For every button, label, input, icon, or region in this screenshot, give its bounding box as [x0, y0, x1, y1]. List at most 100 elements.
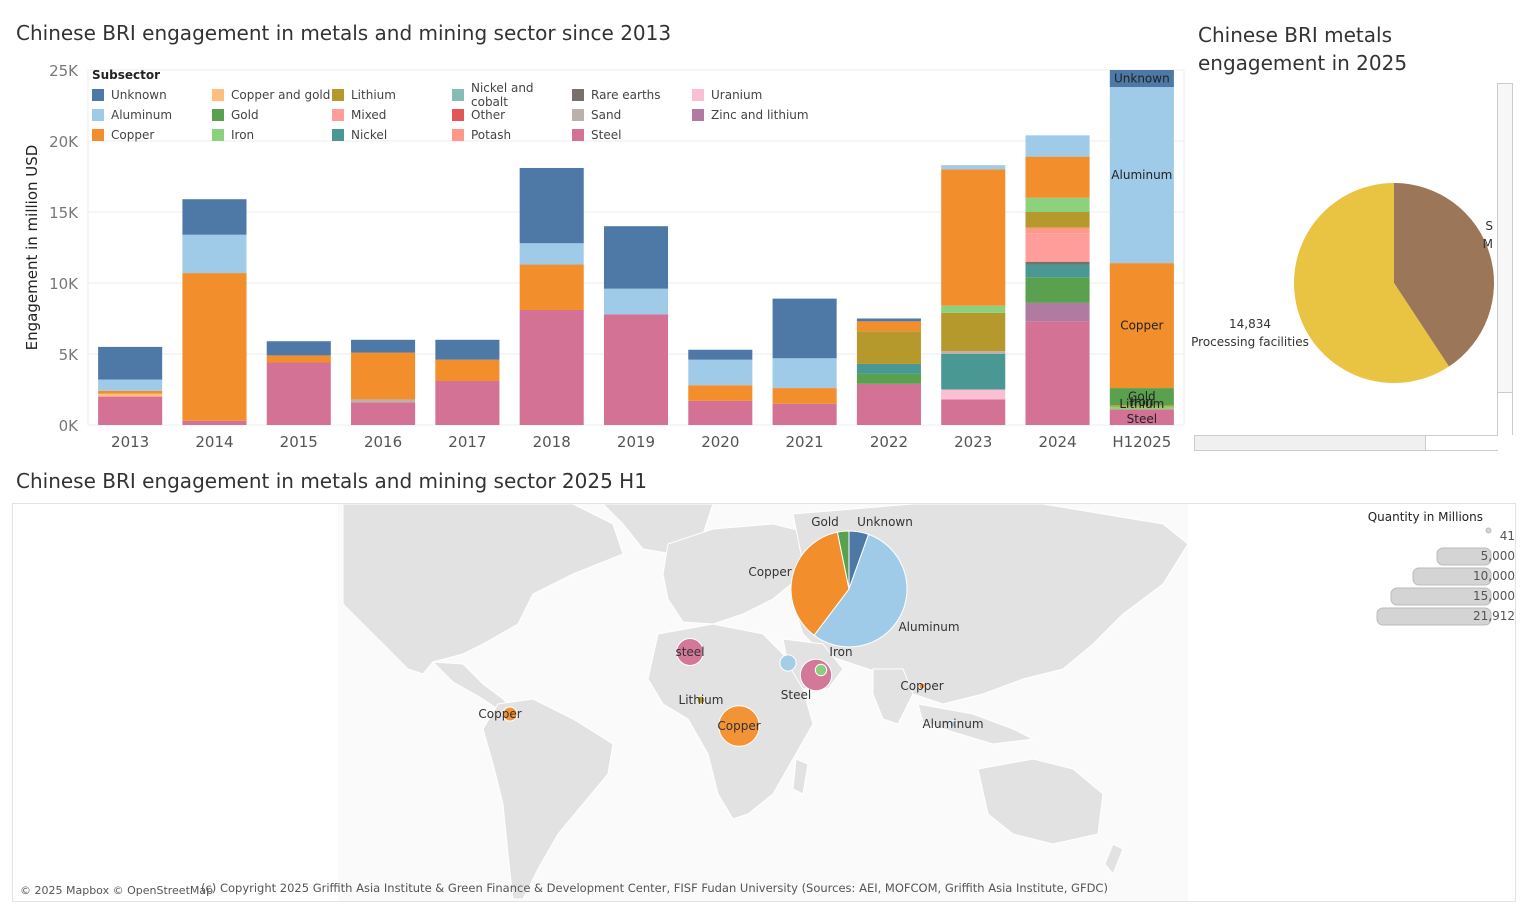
- map-pie-slice[interactable]: [790, 531, 850, 637]
- bar-segment[interactable]: [435, 380, 500, 425]
- bar-segment[interactable]: [351, 399, 416, 403]
- bar-segment[interactable]: [1109, 409, 1174, 425]
- legend-item[interactable]: Zinc and lithium: [692, 106, 812, 124]
- pie-vertical-scrollbar-thumb[interactable]: [1498, 392, 1512, 435]
- bar-segment[interactable]: [603, 226, 669, 289]
- legend-item[interactable]: Unknown: [92, 86, 212, 104]
- bar-segment[interactable]: [351, 339, 416, 353]
- legend-item[interactable]: Sand: [572, 106, 692, 124]
- legend-item[interactable]: Lithium: [332, 86, 452, 104]
- bar-segment[interactable]: [1109, 405, 1174, 407]
- bar-segment[interactable]: [351, 352, 416, 400]
- bar-segment[interactable]: [98, 346, 163, 380]
- bar-segment[interactable]: [772, 388, 837, 404]
- legend-item[interactable]: Mixed: [332, 106, 452, 124]
- bar-segment[interactable]: [266, 362, 331, 425]
- pie-slice[interactable]: [1394, 183, 1494, 367]
- bar-segment[interactable]: [856, 373, 921, 384]
- map-attribution[interactable]: © 2025 Mapbox © OpenStreetMap: [20, 884, 214, 897]
- bar-segment[interactable]: [266, 355, 331, 363]
- bar-segment[interactable]: [688, 359, 753, 386]
- bar-segment[interactable]: [519, 264, 584, 310]
- bar-segment[interactable]: [435, 359, 500, 381]
- pie-slice[interactable]: [1294, 183, 1449, 384]
- bar-segment[interactable]: [941, 305, 1006, 313]
- bar-segment[interactable]: [941, 312, 1006, 352]
- map-point[interactable]: [676, 638, 704, 666]
- bar-segment[interactable]: [435, 339, 500, 360]
- bar-segment[interactable]: [351, 402, 416, 425]
- pie-vertical-scrollbar[interactable]: [1497, 83, 1513, 435]
- bar-segment[interactable]: [182, 199, 247, 235]
- bar-segment[interactable]: [98, 393, 163, 397]
- bar-segment[interactable]: [1025, 261, 1090, 265]
- bar-segment[interactable]: [856, 363, 921, 374]
- pie-horizontal-scrollbar[interactable]: [1194, 435, 1498, 451]
- legend-item[interactable]: Copper: [92, 126, 212, 144]
- bar-segment[interactable]: [98, 390, 163, 394]
- bar-segment[interactable]: [1025, 277, 1090, 303]
- legend-item[interactable]: Potash: [452, 126, 572, 144]
- legend-item[interactable]: Gold: [212, 106, 332, 124]
- world-map[interactable]: steel Lithium Copper Copper Steel Iron Copper A…: [13, 504, 1515, 901]
- map-point[interactable]: [696, 695, 706, 705]
- bar-segment[interactable]: [519, 243, 584, 265]
- bar-segment[interactable]: [856, 383, 921, 425]
- bar-segment[interactable]: [772, 358, 837, 389]
- bar-segment[interactable]: [182, 234, 247, 274]
- map-point[interactable]: [949, 720, 957, 728]
- map-point[interactable]: [718, 705, 760, 747]
- bar-segment[interactable]: [1025, 227, 1090, 234]
- legend-item[interactable]: Uranium: [692, 86, 812, 104]
- bar-segment[interactable]: [519, 309, 584, 425]
- map-point[interactable]: [779, 654, 797, 672]
- legend-item[interactable]: Iron: [212, 126, 332, 144]
- bar-segment[interactable]: [688, 349, 753, 360]
- bar-segment[interactable]: [603, 314, 669, 425]
- bar-segment[interactable]: [1025, 264, 1090, 278]
- bar-segment[interactable]: [941, 165, 1006, 170]
- map-pie-slice[interactable]: [836, 530, 850, 590]
- bar-segment[interactable]: [1109, 388, 1174, 406]
- map-point[interactable]: [814, 663, 828, 677]
- bar-segment[interactable]: [688, 400, 753, 425]
- bar-segment[interactable]: [182, 420, 247, 425]
- bar-segment[interactable]: [688, 385, 753, 401]
- bar-segment[interactable]: [772, 403, 837, 425]
- map-point[interactable]: [502, 706, 518, 722]
- bar-segment[interactable]: [856, 318, 921, 322]
- bar-segment[interactable]: [941, 389, 1006, 400]
- bar-segment[interactable]: [1025, 156, 1090, 198]
- bar-segment[interactable]: [98, 379, 163, 391]
- legend-item[interactable]: Nickel: [332, 126, 452, 144]
- bar-segment[interactable]: [1109, 406, 1174, 410]
- bar-segment[interactable]: [98, 396, 163, 425]
- bar-segment[interactable]: [1025, 135, 1090, 157]
- bar-segment[interactable]: [603, 288, 669, 315]
- bar-segment[interactable]: [1025, 302, 1090, 322]
- bar-segment[interactable]: [1025, 212, 1090, 228]
- bar-segment[interactable]: [941, 354, 1006, 390]
- bar-segment[interactable]: [266, 341, 331, 356]
- bar-segment[interactable]: [856, 321, 921, 332]
- bar-segment[interactable]: [941, 169, 1006, 306]
- bar-segment[interactable]: [1109, 70, 1174, 88]
- bar-segment[interactable]: [941, 351, 1006, 354]
- legend-item[interactable]: Steel: [572, 126, 692, 144]
- map-point[interactable]: [799, 658, 833, 692]
- bar-segment[interactable]: [1025, 321, 1090, 425]
- bar-segment[interactable]: [182, 273, 247, 421]
- bar-segment[interactable]: [519, 167, 584, 244]
- bar-segment[interactable]: [1109, 87, 1174, 264]
- bar-segment[interactable]: [1025, 233, 1090, 262]
- map-panel[interactable]: steel Lithium Copper Copper Steel Iron Copper A…: [12, 503, 1516, 902]
- pie-horizontal-scrollbar-thumb[interactable]: [1425, 436, 1498, 450]
- bar-segment[interactable]: [941, 399, 1006, 425]
- legend-item[interactable]: Nickel and cobalt: [452, 81, 572, 109]
- bar-segment[interactable]: [1109, 263, 1174, 389]
- bar-segment[interactable]: [1025, 197, 1090, 212]
- map-pie-slice[interactable]: [813, 533, 908, 648]
- bar-segment[interactable]: [772, 298, 837, 359]
- legend-item[interactable]: Rare earths: [572, 86, 692, 104]
- map-point[interactable]: [918, 682, 926, 690]
